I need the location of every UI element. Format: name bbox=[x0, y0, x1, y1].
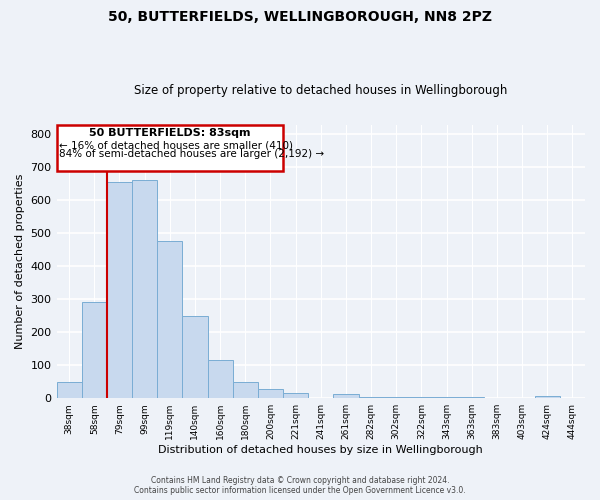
Text: 50 BUTTERFIELDS: 83sqm: 50 BUTTERFIELDS: 83sqm bbox=[89, 128, 251, 138]
Bar bbox=[132, 180, 157, 398]
Bar bbox=[82, 302, 107, 398]
Text: 50, BUTTERFIELDS, WELLINGBOROUGH, NN8 2PZ: 50, BUTTERFIELDS, WELLINGBOROUGH, NN8 2P… bbox=[108, 10, 492, 24]
Bar bbox=[182, 316, 208, 398]
Bar bbox=[258, 389, 283, 398]
Bar bbox=[283, 394, 308, 398]
Text: 84% of semi-detached houses are larger (2,192) →: 84% of semi-detached houses are larger (… bbox=[59, 149, 324, 159]
Title: Size of property relative to detached houses in Wellingborough: Size of property relative to detached ho… bbox=[134, 84, 508, 97]
Bar bbox=[359, 396, 383, 398]
Bar bbox=[434, 396, 459, 398]
Bar bbox=[535, 396, 560, 398]
Y-axis label: Number of detached properties: Number of detached properties bbox=[15, 174, 25, 349]
Bar bbox=[56, 382, 82, 398]
Bar bbox=[233, 382, 258, 398]
Bar bbox=[409, 396, 434, 398]
Text: ← 16% of detached houses are smaller (410): ← 16% of detached houses are smaller (41… bbox=[59, 140, 293, 150]
Text: Contains HM Land Registry data © Crown copyright and database right 2024.
Contai: Contains HM Land Registry data © Crown c… bbox=[134, 476, 466, 495]
X-axis label: Distribution of detached houses by size in Wellingborough: Distribution of detached houses by size … bbox=[158, 445, 483, 455]
Bar bbox=[107, 182, 132, 398]
Bar bbox=[208, 360, 233, 398]
Bar bbox=[334, 394, 359, 398]
Bar bbox=[157, 240, 182, 398]
FancyBboxPatch shape bbox=[56, 125, 283, 170]
Bar bbox=[383, 396, 409, 398]
Bar bbox=[459, 396, 484, 398]
